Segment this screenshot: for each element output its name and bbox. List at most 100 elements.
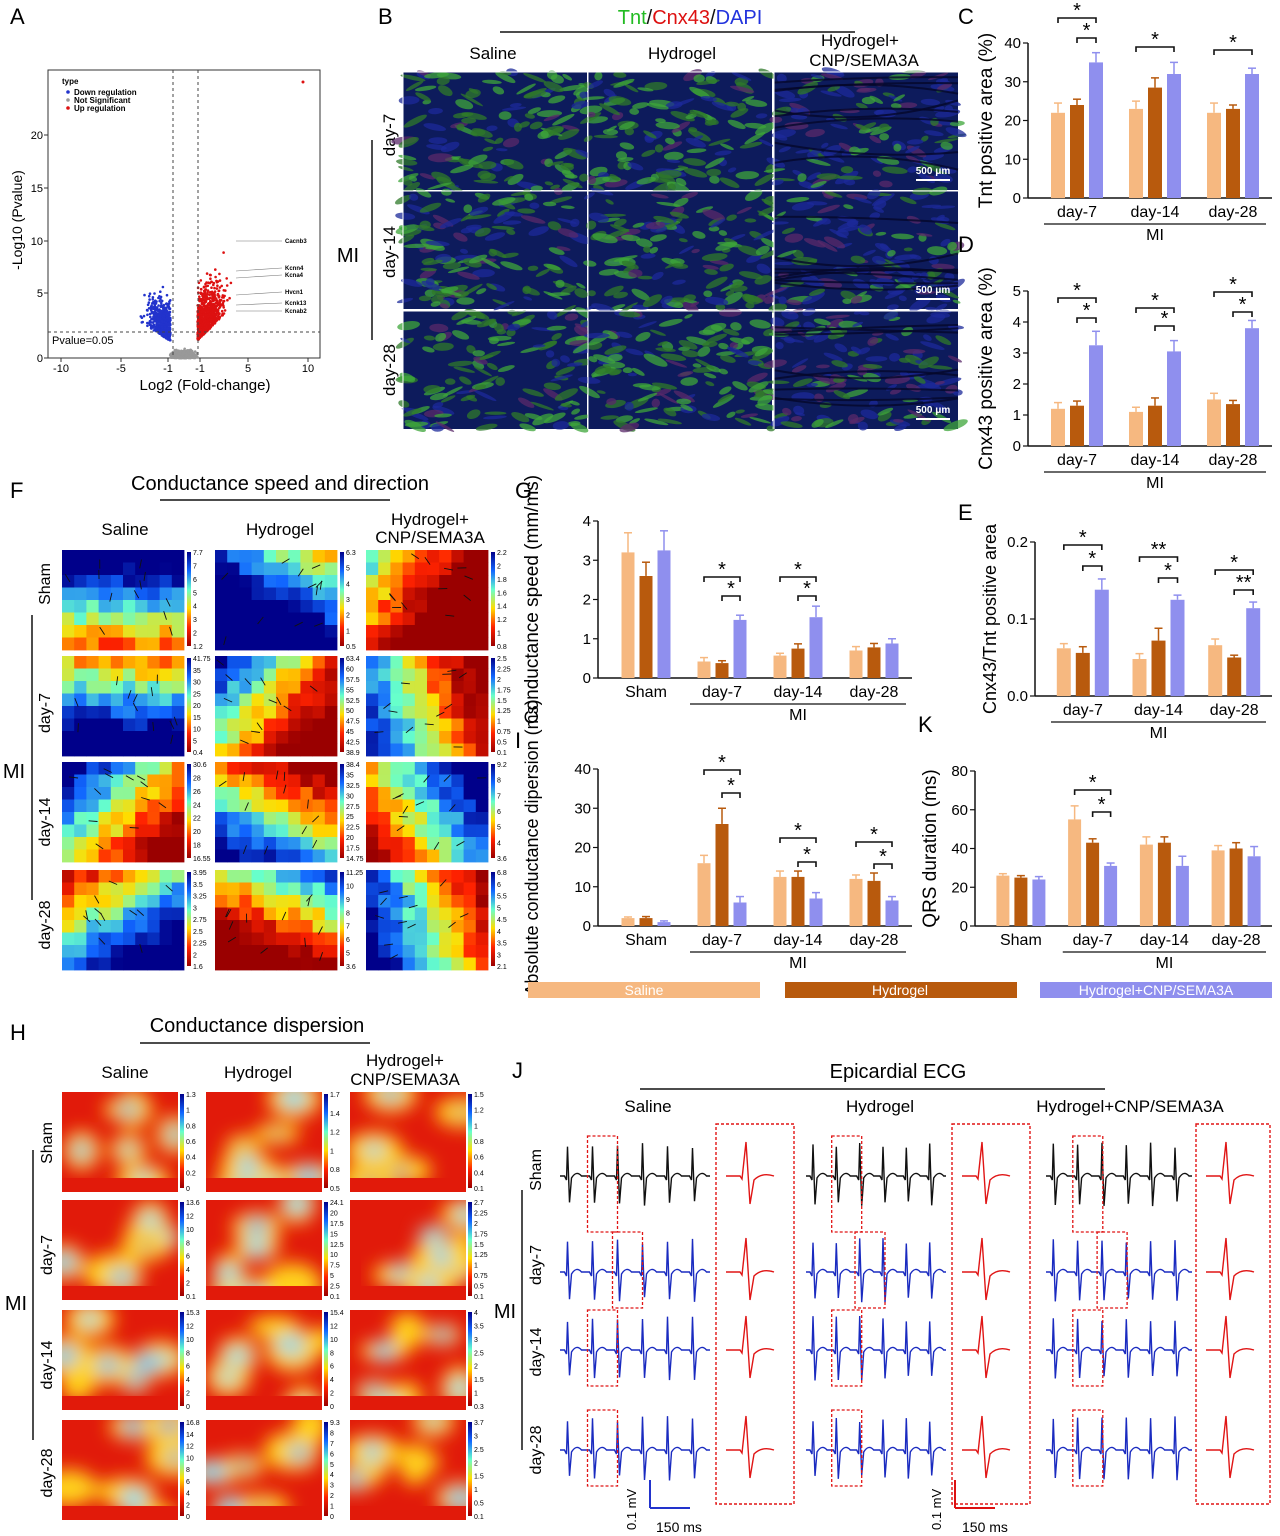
map-cell <box>390 762 403 775</box>
map-cell <box>463 550 477 563</box>
map-cell <box>312 575 326 588</box>
map-cell <box>227 668 240 682</box>
bar-hydrogel-cnp-sema3a <box>1245 328 1259 446</box>
point-not-significant <box>189 356 192 360</box>
bar-saline <box>849 878 863 926</box>
map-cell <box>74 774 87 788</box>
volcano-legend-title: type <box>62 77 79 86</box>
colorbar-tick-label: 30 <box>346 793 354 800</box>
map-cell <box>300 849 313 863</box>
speed-map-0-2: 2.221.81.61.41.210.8 <box>366 550 507 651</box>
map-cell <box>463 656 477 669</box>
map-cell <box>324 550 338 563</box>
colorbar <box>187 872 191 966</box>
map-cell <box>251 681 265 694</box>
map-cell <box>366 575 379 588</box>
map-cell <box>74 600 87 613</box>
map-cell <box>390 637 403 651</box>
tissue-fibre <box>816 173 841 180</box>
colorbar-tick-label: 22.5 <box>346 825 360 832</box>
point-down-regulated <box>159 305 163 309</box>
map-cell <box>98 837 112 850</box>
map-cell <box>147 731 160 744</box>
map-cell <box>300 625 313 638</box>
map-cell <box>300 787 313 800</box>
map-cell <box>463 693 477 707</box>
map-cell <box>439 718 452 732</box>
colorbar-tick-label: 20 <box>346 835 354 842</box>
map-cell <box>62 600 75 613</box>
x-tick-label: day-14 <box>1131 204 1180 221</box>
map-cell <box>402 693 416 707</box>
point-down-regulated <box>159 322 163 326</box>
point-not-significant <box>179 352 182 356</box>
map-cell <box>451 787 464 800</box>
gene-label-5: Kcnab2 <box>285 309 307 315</box>
map-cell <box>402 668 416 682</box>
map-cell <box>110 731 124 744</box>
bar-hydrogel <box>1148 405 1162 446</box>
map-cell <box>159 812 173 825</box>
map-cell <box>135 812 148 825</box>
map-cell <box>451 718 464 732</box>
map-cell <box>288 575 301 588</box>
map-cell <box>171 575 185 588</box>
map-cell <box>123 625 136 638</box>
f-col-combo-2: CNP/SEMA3A <box>375 528 485 547</box>
colorbar-tick-label: 7 <box>497 793 501 800</box>
point-down-regulated <box>148 323 152 327</box>
point-not-significant <box>185 351 188 355</box>
map-cell <box>324 731 338 744</box>
map-cell <box>147 562 160 576</box>
map-cell <box>251 762 265 775</box>
bar-saline <box>621 552 635 678</box>
bar-hydrogel-cnp-sema3a <box>809 617 823 678</box>
map-cell <box>451 799 464 813</box>
map-cell <box>378 612 391 626</box>
point-down-regulated <box>150 311 154 315</box>
y-tick-label: 40 <box>1004 35 1021 52</box>
map-cell <box>135 681 148 694</box>
group-label: MI <box>789 955 807 972</box>
map-cell <box>86 957 99 971</box>
point-down-regulated <box>153 292 156 295</box>
map-cell <box>312 787 326 800</box>
y-tick-label: 2 <box>583 592 591 609</box>
point-not-significant <box>189 352 193 356</box>
map-cell <box>288 681 301 694</box>
panel-label: E <box>958 500 973 525</box>
map-cell <box>402 762 416 775</box>
sig-star: * <box>1073 280 1081 302</box>
point-not-significant <box>191 356 195 360</box>
colorbar-tick-label: 4 <box>346 581 350 588</box>
map-cell <box>135 706 148 719</box>
map-cell <box>147 799 160 813</box>
map-cell <box>239 718 252 732</box>
map-cell <box>427 550 440 563</box>
bar-hydrogel <box>1148 87 1162 198</box>
map-cell <box>378 587 391 601</box>
map-cell <box>74 718 87 732</box>
map-cell <box>147 920 160 933</box>
map-cell <box>62 774 75 788</box>
point-up-regulated <box>205 272 209 275</box>
point-down-regulated <box>168 319 172 322</box>
colorbar-tick-label: 4 <box>193 604 197 611</box>
map-cell <box>147 681 160 694</box>
map-cell <box>475 550 489 563</box>
map-cell <box>86 693 99 707</box>
map-cell <box>439 550 452 563</box>
map-cell <box>239 587 252 601</box>
point-up-regulated <box>222 299 226 303</box>
bar-hydrogel <box>1070 405 1084 446</box>
group-label: MI <box>1150 725 1168 742</box>
gene-label-3: Hvcn1 <box>285 290 304 296</box>
map-cell <box>159 600 173 613</box>
micrograph-0-1 <box>579 68 777 195</box>
map-cell <box>300 718 313 732</box>
point-down-regulated <box>142 314 146 318</box>
map-cell <box>86 799 99 813</box>
f-map-grid: Shamday-7day-14day-287.77654321.26.35432… <box>37 550 511 971</box>
map-cell <box>288 824 301 838</box>
